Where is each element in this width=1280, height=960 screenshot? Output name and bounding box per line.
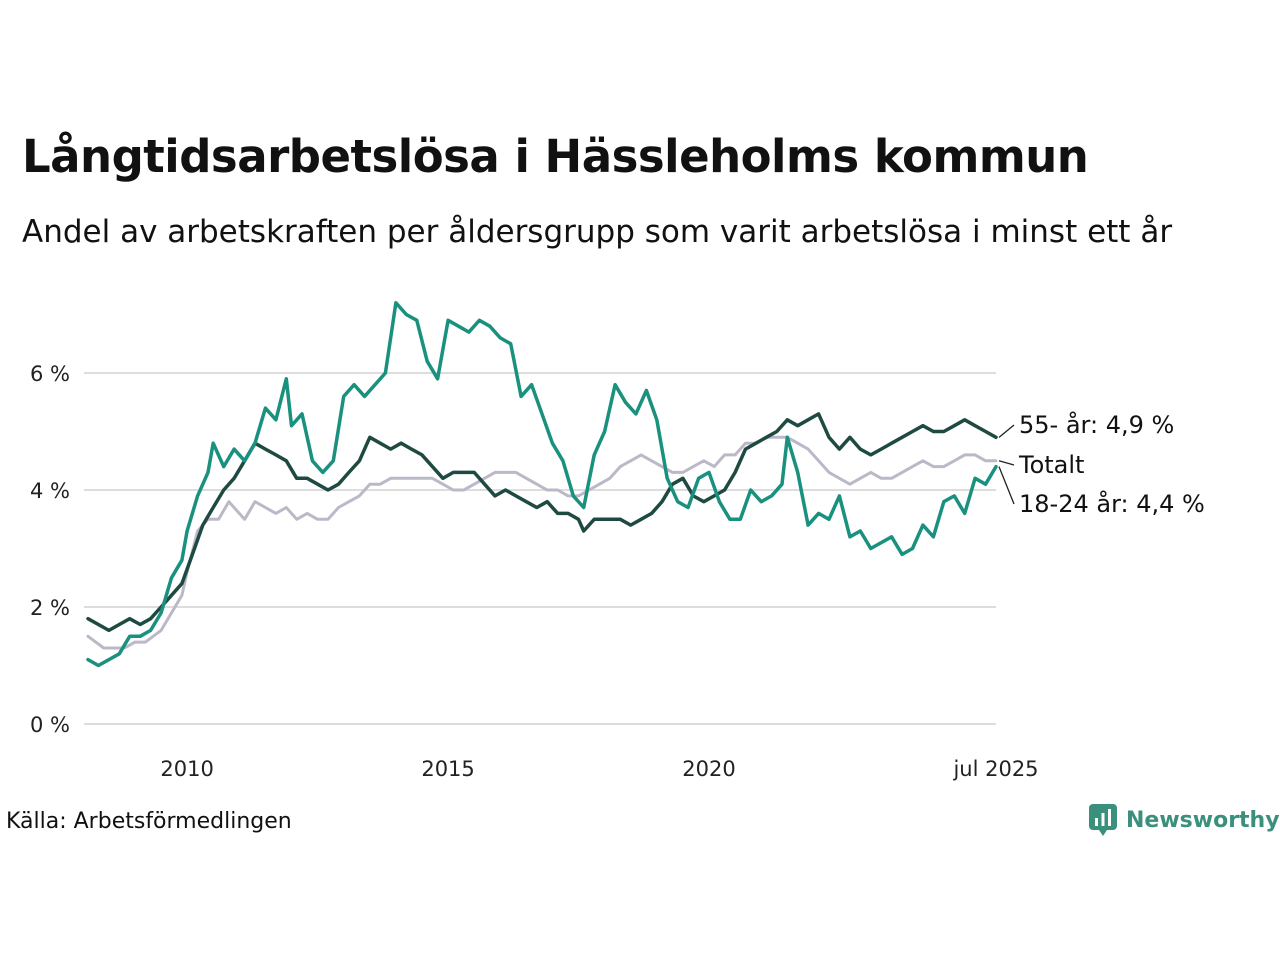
chart-subtitle: Andel av arbetskraften per åldersgrupp s… xyxy=(22,214,1173,250)
y-tick-label: 6 % xyxy=(30,362,70,386)
x-axis-ticks: 2010 2015 2020 jul 2025 xyxy=(160,757,1038,781)
source-note: Källa: Arbetsförmedlingen xyxy=(6,809,292,834)
newsworthy-logo[interactable]: Newsworthy xyxy=(1088,803,1280,837)
series-end-label: Totalt xyxy=(1018,451,1084,479)
label-leader-line xyxy=(998,460,1015,466)
series-end-label: 55- år: 4,9 % xyxy=(1019,410,1174,439)
y-tick-label: 0 % xyxy=(30,713,70,737)
x-tick-label: jul 2025 xyxy=(952,757,1038,781)
chart-title: Långtidsarbetslösa i Hässleholms kommun xyxy=(22,130,1089,183)
label-leader-line xyxy=(998,466,1015,505)
brand-name: Newsworthy xyxy=(1126,807,1280,833)
series-labels: 55- år: 4,9 % Totalt 18-24 år: 4,4 % xyxy=(998,410,1205,518)
x-tick-label: 2010 xyxy=(160,757,213,781)
y-tick-label: 4 % xyxy=(30,479,70,503)
label-leader-line xyxy=(998,424,1015,438)
y-axis-ticks: 0 % 2 % 4 % 6 % xyxy=(30,362,70,737)
grid-lines xyxy=(84,372,996,725)
series-line-1 xyxy=(86,412,998,633)
newsworthy-logo-icon xyxy=(1089,804,1117,836)
series-lines xyxy=(86,301,998,668)
y-tick-label: 2 % xyxy=(30,596,70,620)
series-line-2 xyxy=(86,301,998,668)
x-tick-label: 2020 xyxy=(682,757,735,781)
series-line-0 xyxy=(86,435,998,650)
x-tick-label: 2015 xyxy=(421,757,474,781)
series-end-label: 18-24 år: 4,4 % xyxy=(1019,489,1205,518)
